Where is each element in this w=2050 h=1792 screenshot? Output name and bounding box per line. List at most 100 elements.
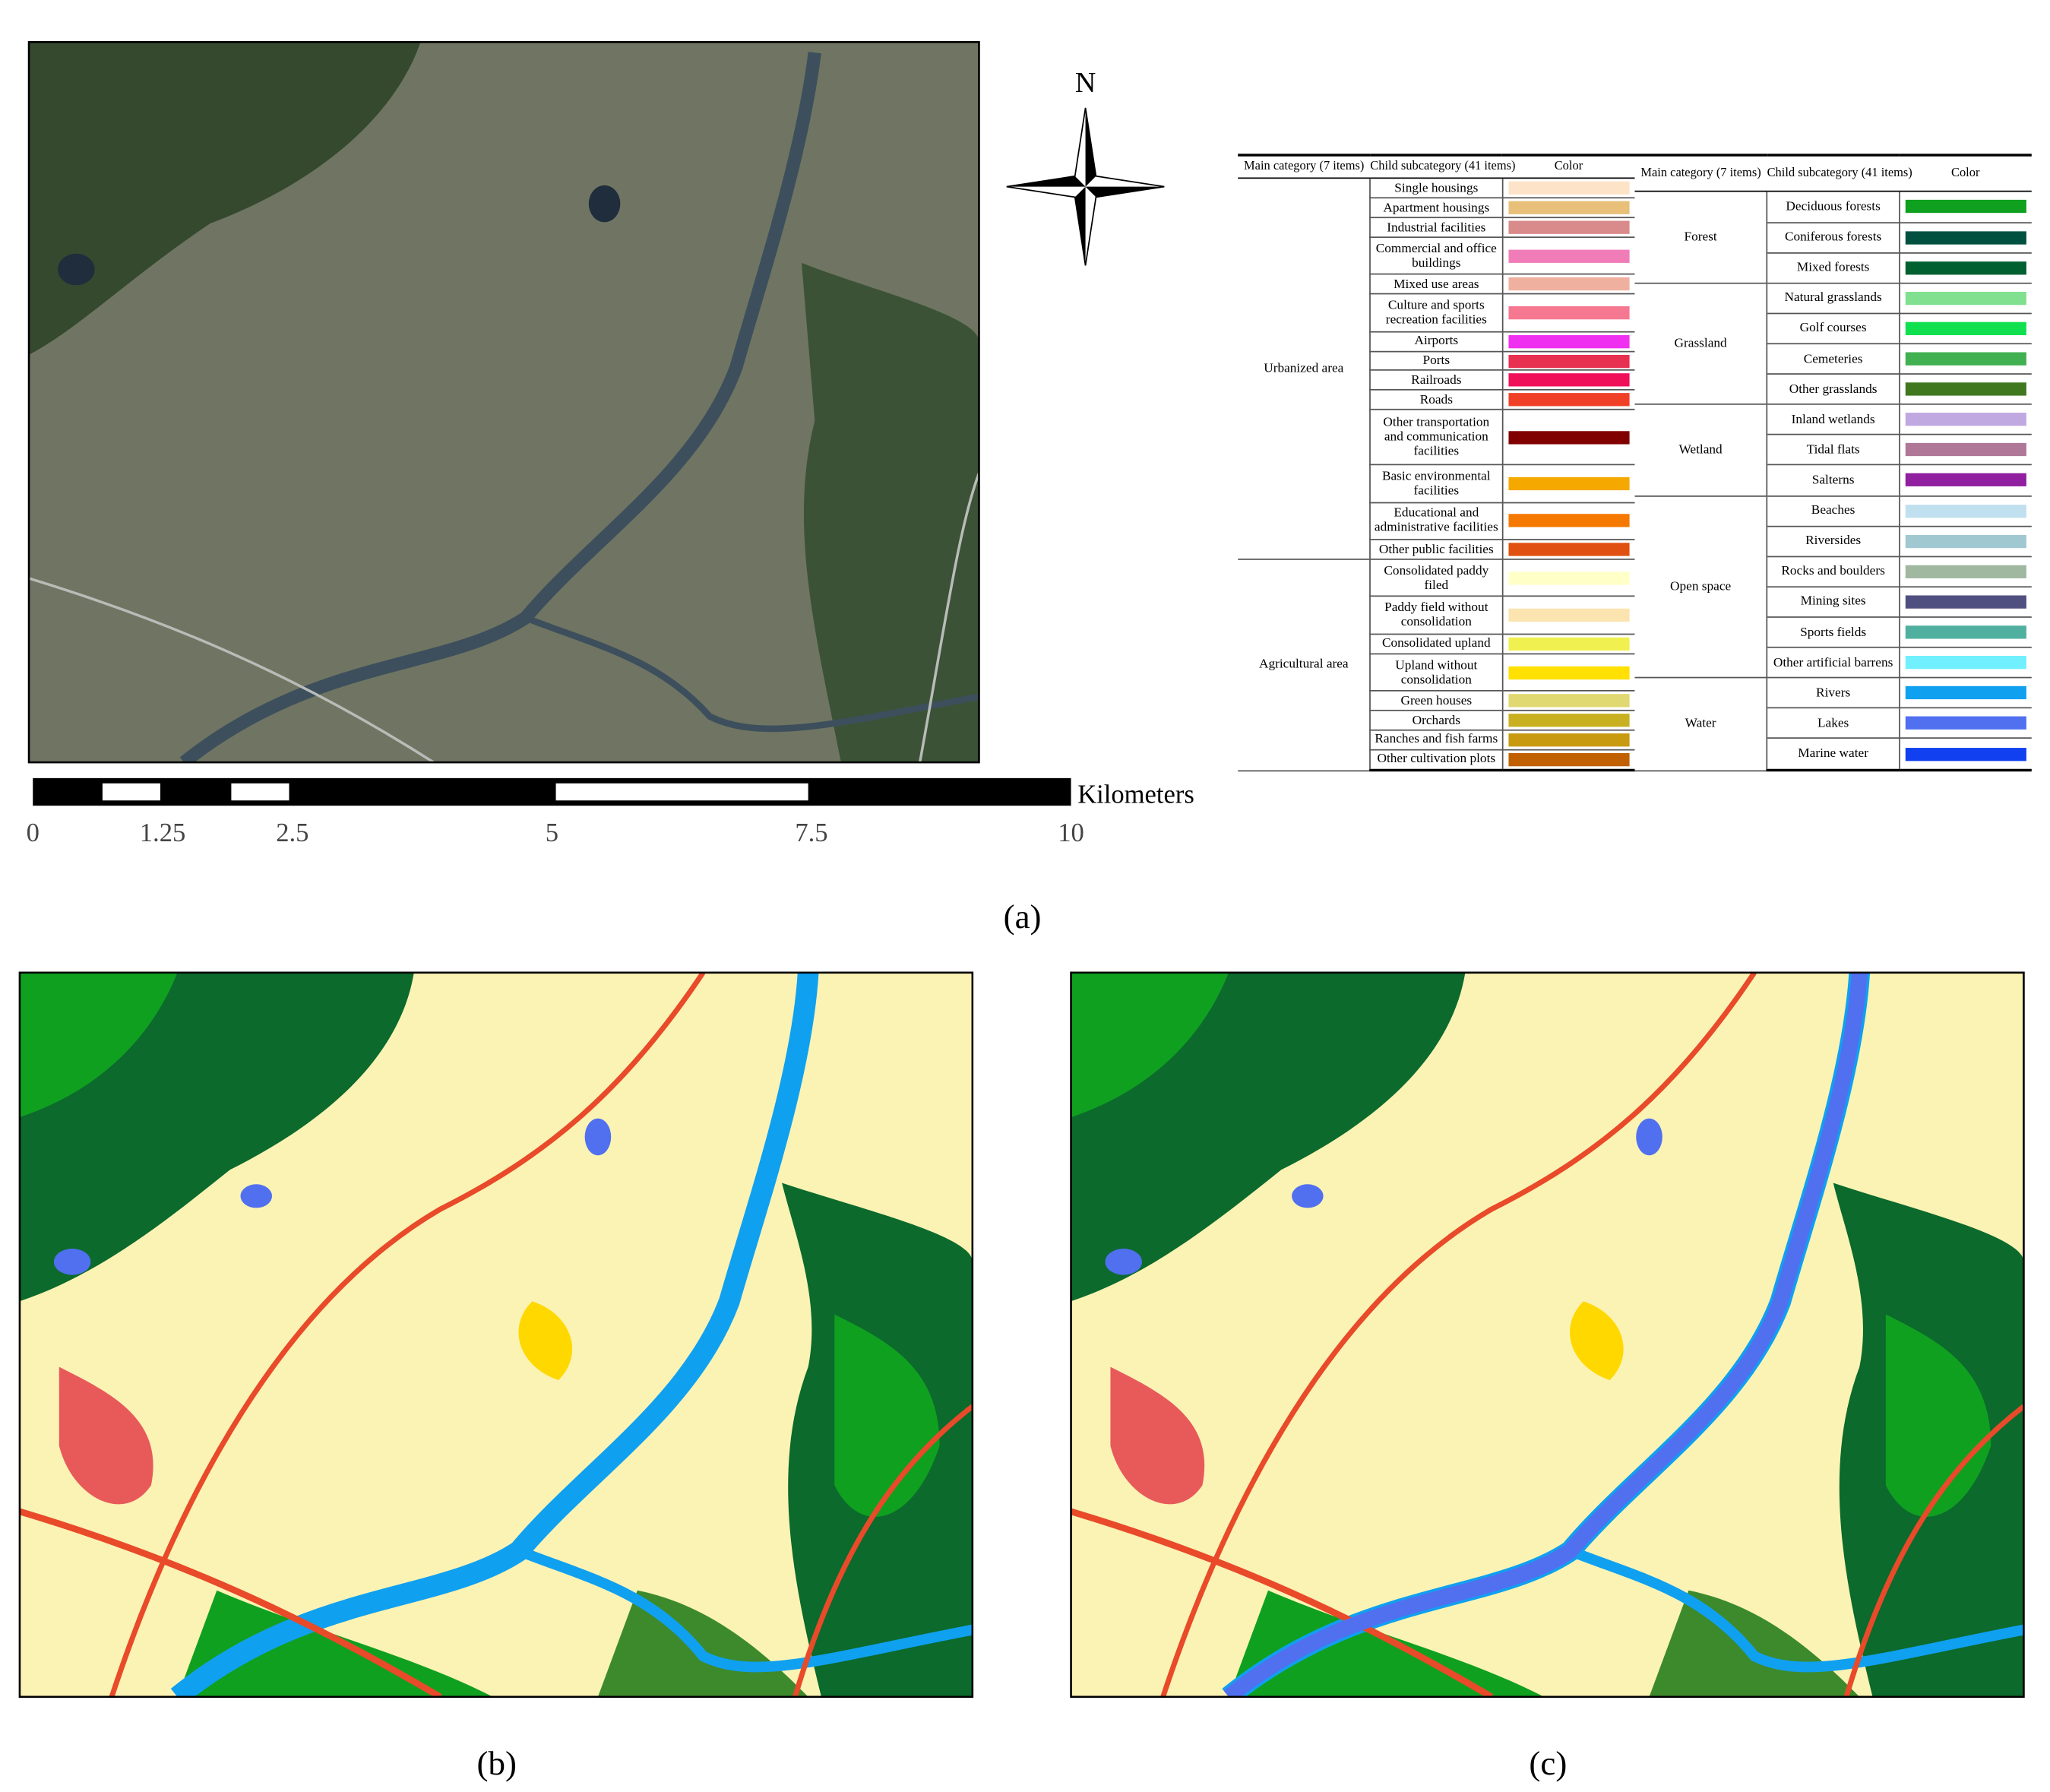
legend-header-row: Main category (7 items) Child subcategory… — [1238, 154, 1635, 179]
scale-tick-label: 2.5 — [276, 818, 308, 847]
legend-swatch — [1508, 393, 1630, 407]
legend-swatch — [1508, 277, 1630, 291]
legend-row: Paddy field without consolidation — [1238, 596, 1635, 635]
legend-swatch — [1508, 733, 1630, 747]
legend-color-cell — [1898, 404, 2032, 435]
legend-row: Orchards — [1238, 710, 1635, 731]
legend-subcategory: Upland without consolidation — [1369, 653, 1504, 692]
legend-subcategory: Riversides — [1766, 525, 1900, 557]
legend-swatch — [1508, 543, 1630, 556]
satellite-image — [29, 42, 979, 763]
legend-row: Lakes — [1634, 707, 2032, 739]
legend-swatch — [1905, 321, 2026, 335]
legend-color-cell — [1898, 312, 2032, 345]
legend-table: Main category (7 items) Child subcategory… — [1634, 154, 2032, 772]
legend-row: Other cultivation plots — [1238, 749, 1635, 772]
legend-subcategory: Ports — [1369, 350, 1504, 372]
legend-subcategory: Other artificial barrens — [1766, 647, 1900, 679]
legend-subcategory: Lakes — [1766, 707, 1900, 739]
legend-swatch — [1905, 625, 2026, 639]
legend-main-category: Wetland — [1634, 404, 1768, 496]
legend-subcategory: Coniferous forests — [1766, 221, 1900, 254]
legend-swatch — [1508, 182, 1630, 195]
legend-color-cell — [1898, 495, 2032, 527]
legend-subcategory: Educational and administrative facilitie… — [1369, 502, 1504, 541]
legend-color-cell — [1898, 434, 2032, 466]
legend-row: Ranches and fish farms — [1238, 729, 1635, 751]
legend-row: Educational and administrative facilitie… — [1238, 502, 1635, 541]
legend-swatch — [1905, 473, 2026, 487]
legend-row: Water Rivers — [1634, 676, 2032, 771]
legend-color-cell — [1501, 293, 1635, 333]
legend-swatch — [1905, 565, 2026, 578]
legend-subcategory: Industrial facilities — [1369, 217, 1504, 238]
legend-header: Child subcategory (41 items) — [1767, 154, 1912, 193]
legend-color-cell — [1898, 616, 2032, 648]
legend-color-cell — [1501, 178, 1635, 199]
legend-color-cell — [1501, 236, 1635, 276]
legend-swatch — [1905, 261, 2026, 274]
legend-swatch — [1508, 373, 1630, 388]
legend-row: Green houses — [1238, 690, 1635, 711]
legend-header: Color — [1899, 154, 2032, 193]
legend-row: Marine water — [1634, 737, 2032, 772]
legend-color-cell — [1898, 737, 2032, 772]
legend-header: Color — [1502, 154, 1635, 179]
legend-row: Riversides — [1634, 525, 2032, 557]
legend-row: Salterns — [1634, 464, 2032, 496]
legend-row: Other artificial barrens — [1634, 647, 2032, 679]
scale-tick-label: 10 — [1058, 818, 1084, 847]
legend-subcategory: Sports fields — [1766, 616, 1900, 648]
legend-subcategory: Consolidated upland — [1369, 633, 1504, 654]
legend-swatch — [1508, 571, 1630, 585]
map-c — [1070, 971, 2025, 1699]
legend-swatch — [1905, 534, 2026, 548]
legend-swatch — [1508, 220, 1630, 234]
legend-color-cell — [1898, 707, 2032, 739]
legend-subcategory: Basic environmental facilities — [1369, 464, 1504, 503]
legend-row: Urbanized area Single housings — [1238, 178, 1635, 560]
legend-swatch — [1508, 306, 1630, 320]
legend-color-cell — [1501, 389, 1635, 410]
legend-subcategory: Orchards — [1369, 710, 1504, 731]
legend-header: Main category (7 items) — [1238, 154, 1371, 179]
north-arrow — [1006, 107, 1165, 266]
legend-swatch — [1905, 382, 2026, 396]
legend-row: Commercial and office buildings — [1238, 236, 1635, 276]
legend-color-cell — [1898, 221, 2032, 254]
legend-swatch — [1508, 514, 1630, 528]
legend-row: Cemeteries — [1634, 343, 2032, 375]
legend-color-cell — [1501, 559, 1635, 598]
legend-header: Main category (7 items) — [1634, 154, 1767, 193]
legend-color-cell — [1898, 556, 2032, 587]
legend-color-cell — [1898, 282, 2032, 315]
legend-row: Mixed forests — [1634, 252, 2032, 284]
legend-row: Airports — [1238, 331, 1635, 352]
legend-subcategory: Natural grasslands — [1766, 282, 1900, 315]
legend-swatch — [1905, 504, 2026, 518]
legend-row: Other transportation and communication f… — [1238, 409, 1635, 466]
scale-unit: Kilometers — [1077, 780, 1194, 809]
legend-subcategory: Green houses — [1369, 690, 1504, 711]
legend-main-category: Forest — [1634, 191, 1768, 284]
legend-color-cell — [1898, 647, 2032, 679]
legend-swatch — [1905, 413, 2026, 426]
legend-row: Tidal flats — [1634, 434, 2032, 466]
legend-row: Forest Deciduous forests — [1634, 191, 2032, 284]
legend-swatch — [1905, 291, 2026, 305]
legend-subcategory: Mixed forests — [1766, 252, 1900, 284]
legend-subcategory: Consolidated paddy filed — [1369, 559, 1504, 598]
legend-swatch — [1508, 430, 1630, 445]
legend-subcategory: Airports — [1369, 331, 1504, 352]
legend-subcategory: Other grasslands — [1766, 373, 1900, 406]
legend-subcategory: Tidal flats — [1766, 434, 1900, 466]
legend-main-category: Grassland — [1634, 282, 1768, 406]
legend-color-cell — [1501, 653, 1635, 692]
legend-color-cell — [1898, 676, 2032, 709]
legend-main-category: Urbanized area — [1238, 178, 1371, 560]
legend-color-cell — [1501, 464, 1635, 503]
scale-tick-label: 5 — [546, 818, 558, 847]
map-b — [18, 971, 974, 1699]
legend-subcategory: Salterns — [1766, 464, 1900, 496]
